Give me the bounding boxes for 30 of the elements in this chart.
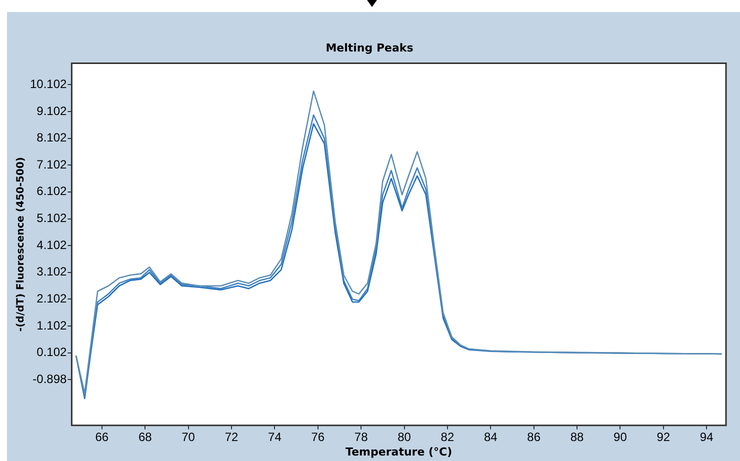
x-tick-label: 94 (700, 430, 714, 444)
x-tick-label: 78 (354, 430, 368, 444)
y-tick-label: 1.102 (36, 318, 68, 332)
x-tick-label: 90 (614, 430, 628, 444)
x-tick-label: 74 (268, 430, 282, 444)
x-tick-label: 84 (484, 430, 498, 444)
x-tick-label: 68 (138, 430, 152, 444)
y-tick-label: -0.898 (32, 372, 68, 386)
x-tick-label: 66 (95, 430, 109, 444)
x-tick-label: 80 (398, 430, 412, 444)
x-tick-label: 70 (182, 430, 196, 444)
y-tick-label: 8.102 (36, 130, 68, 145)
x-tick-label: 72 (224, 430, 238, 444)
y-tick-label: 3.102 (36, 264, 68, 279)
chart-title: Melting Peaks (326, 41, 414, 54)
y-tick-label: 9.102 (36, 104, 68, 118)
x-tick-label: 88 (570, 430, 584, 444)
y-tick-label: 10.102 (30, 76, 68, 91)
y-tick-label: 2.102 (36, 292, 68, 306)
x-tick-label: 86 (527, 430, 541, 444)
y-tick-label: 4.102 (36, 238, 68, 252)
y-axis-title: -(d/dT) Fluorescence (450-500) (16, 157, 27, 332)
x-tick-label: 76 (311, 430, 325, 444)
x-axis-title: Temperature (°C) (346, 445, 452, 458)
y-tick-label: 6.102 (36, 184, 68, 198)
x-tick-label: 92 (656, 430, 670, 444)
y-tick-label: 0.102 (36, 345, 68, 360)
y-tick-label: 5.102 (36, 211, 68, 226)
x-tick-label: 82 (440, 430, 454, 444)
y-tick-label: 7.102 (36, 157, 68, 172)
